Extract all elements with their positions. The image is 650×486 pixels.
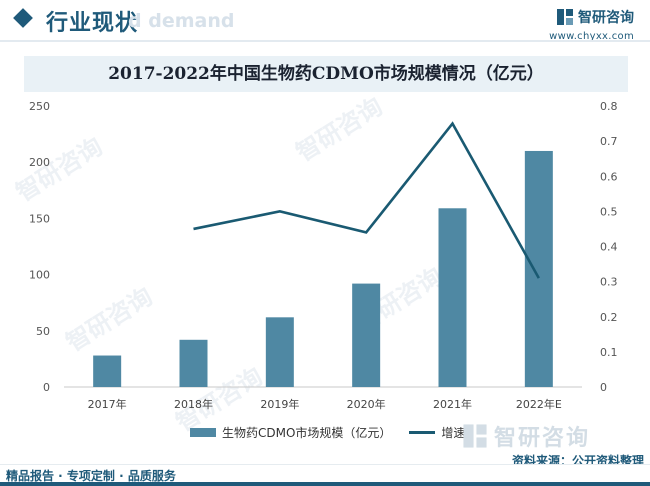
chart-title: 2017-2022年中国生物药CDMO市场规模情况（亿元） bbox=[108, 64, 544, 84]
legend-swatch-line bbox=[409, 430, 436, 434]
footer-tagline: 精品报告 · 专项定制 · 品质服务 bbox=[6, 469, 176, 483]
chart-legend: 生物药CDMO市场规模（亿元） 增速 bbox=[190, 422, 483, 442]
y-right-tick-label: 0.4 bbox=[600, 241, 618, 254]
y-left-tick-label: 100 bbox=[29, 269, 50, 282]
series-line-growth bbox=[193, 121, 540, 279]
y-left-tick-label: 150 bbox=[29, 212, 50, 225]
footer-bar bbox=[0, 482, 650, 486]
ghost-caption: d demand bbox=[128, 10, 235, 32]
x-tick-label: 2021年 bbox=[433, 397, 472, 411]
y-right-tick-label: 0.7 bbox=[600, 135, 618, 148]
y-right-tick-label: 0.3 bbox=[600, 276, 618, 289]
x-tick-label: 2018年 bbox=[174, 397, 213, 411]
watermark-brand-name: 智研咨询 bbox=[494, 426, 591, 451]
bar bbox=[93, 355, 122, 387]
bar bbox=[352, 283, 381, 387]
y-right-tick-label: 0.1 bbox=[600, 346, 618, 359]
y-right-tick-label: 0.5 bbox=[600, 205, 618, 218]
x-tick-label: 2019年 bbox=[260, 397, 299, 411]
legend-item-bar: 生物药CDMO市场规模（亿元） bbox=[190, 424, 391, 441]
chart-title-band: 2017-2022年中国生物药CDMO市场规模情况（亿元） bbox=[24, 56, 628, 92]
brand: 智研咨询 www.chyxx.com bbox=[549, 7, 634, 42]
y-left-tick-label: 250 bbox=[29, 100, 50, 113]
y-left-tick-label: 50 bbox=[36, 325, 50, 338]
bar bbox=[179, 339, 208, 387]
page-header: 行业现状 d demand 智研咨询 www.chyxx.com bbox=[0, 0, 650, 44]
legend-item-line: 增速 bbox=[409, 424, 465, 441]
x-tick-label: 2020年 bbox=[347, 397, 386, 411]
y-left-tick-label: 0 bbox=[43, 381, 50, 394]
section-title: 行业现状 bbox=[46, 11, 139, 36]
bar bbox=[524, 150, 553, 387]
y-right-tick-label: 0 bbox=[600, 381, 607, 394]
bar bbox=[438, 208, 467, 387]
y-right-tick-label: 0.8 bbox=[600, 100, 618, 113]
page-footer: 精品报告 · 专项定制 · 品质服务 bbox=[0, 464, 650, 486]
header-divider bbox=[0, 40, 650, 42]
x-tick-label: 2022年E bbox=[516, 397, 562, 411]
watermark-brand: 智研咨询 bbox=[462, 420, 590, 452]
y-right-tick-label: 0.2 bbox=[600, 311, 618, 324]
brand-url: www.chyxx.com bbox=[549, 31, 634, 42]
legend-swatch-bar bbox=[190, 427, 216, 437]
brand-name: 智研咨询 bbox=[578, 10, 634, 26]
watermark-logo-icon bbox=[463, 424, 487, 448]
x-tick-label: 2017年 bbox=[88, 397, 127, 411]
legend-label-line: 增速 bbox=[441, 425, 466, 440]
bar bbox=[265, 317, 294, 387]
brand-logo-icon bbox=[557, 9, 573, 25]
y-right-tick-label: 0.6 bbox=[600, 170, 618, 183]
legend-label-bar: 生物药CDMO市场规模（亿元） bbox=[222, 425, 392, 440]
y-left-tick-label: 200 bbox=[29, 156, 50, 169]
